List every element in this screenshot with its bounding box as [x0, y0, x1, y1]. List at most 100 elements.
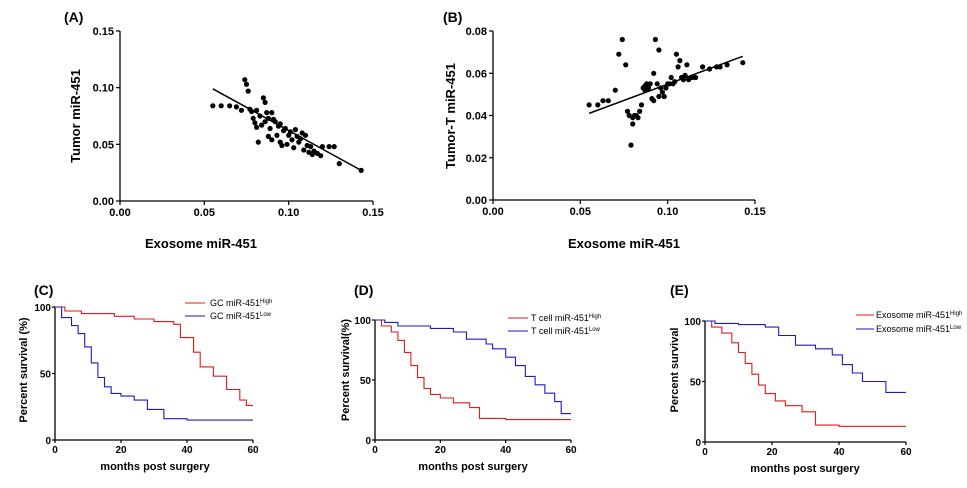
legend-superscript: High [589, 314, 601, 320]
legend-superscript: Low [589, 327, 601, 333]
data-point [269, 137, 275, 143]
data-point [243, 81, 250, 87]
data-point [624, 108, 631, 114]
data-point [616, 51, 622, 57]
data-point [255, 139, 261, 145]
data-point [331, 144, 337, 150]
regression-line [588, 55, 744, 115]
legend-entry: Exosome miR-451High [876, 310, 962, 320]
x-axis-title: months post surgery [100, 461, 210, 473]
x-tick-label: 60 [565, 445, 577, 456]
y-axis-title: Percent survival [669, 328, 681, 413]
x-tick-label: 40 [833, 447, 845, 458]
data-point [724, 62, 730, 68]
data-point [693, 74, 699, 81]
data-point [600, 98, 606, 104]
data-point [647, 81, 653, 87]
data-point [308, 144, 314, 150]
y-axis-title: Percent survival(%) [340, 319, 352, 421]
data-point [291, 145, 297, 151]
y-tick-label: 0.00 [93, 196, 114, 208]
x-tick-label: 40 [181, 445, 193, 456]
data-point [605, 98, 611, 104]
legend-superscript: Low [260, 312, 272, 318]
survival-curve-high [705, 320, 906, 427]
chart-panel-B: (B) 0.00 0.02 0.04 0.06 0.08 0.00 0.05 0.10 0.15 E… [443, 9, 766, 251]
data-point [301, 147, 307, 153]
x-tick-label: 0.10 [657, 206, 678, 218]
x-tick-label: 0.10 [278, 207, 299, 219]
legend-entry: GC miR-451Low [210, 311, 272, 321]
legend-entry: T cell miR-451Low [531, 326, 601, 336]
y-tick-label: 0 [695, 438, 701, 449]
survival-curve-high [55, 306, 253, 406]
y-tick-label: 50 [690, 378, 702, 389]
data-point [645, 85, 652, 91]
data-point [302, 132, 309, 138]
panel-label: (B) [443, 9, 462, 25]
chart-panel-D: (D) 0 50 100 0 20 40 60 months post surgery Perce… [340, 282, 601, 473]
data-point [623, 62, 629, 68]
y-tick-label: 0 [365, 436, 371, 447]
x-tick-label: 0 [702, 447, 708, 458]
x-tick-label: 0.00 [482, 206, 503, 218]
data-point [245, 88, 251, 94]
x-tick-label: 60 [900, 447, 912, 458]
y-tick-label: 0.04 [466, 111, 488, 123]
panel-label: (D) [354, 282, 373, 298]
legend-entry: T cell miR-451High [531, 313, 601, 323]
data-point [619, 36, 625, 43]
x-tick-label: 0.05 [570, 206, 591, 218]
data-point [595, 102, 601, 108]
data-point [289, 137, 295, 143]
data-point [274, 132, 280, 138]
data-point [630, 121, 636, 127]
data-point [292, 127, 298, 133]
legend-name: GC miR-451 [210, 298, 260, 308]
data-point [250, 115, 256, 121]
data-point [238, 107, 244, 113]
panel-label: (E) [670, 282, 689, 298]
survival-curve-low [375, 319, 571, 415]
data-point [656, 47, 662, 53]
data-point [318, 153, 324, 159]
x-tick-label: 0.15 [744, 206, 765, 218]
data-point [700, 64, 706, 70]
data-point [242, 77, 248, 83]
legend-name: T cell miR-451 [531, 313, 589, 323]
x-tick-label: 40 [500, 445, 512, 456]
data-point [269, 110, 275, 116]
legend-name: T cell miR-451 [531, 326, 589, 336]
legend-name: GC miR-451 [210, 311, 260, 321]
y-tick-label: 0 [45, 436, 51, 447]
legend-entry: Exosome miR-451Low [876, 324, 962, 334]
data-point [264, 110, 270, 116]
data-point [659, 89, 666, 95]
data-point [663, 85, 669, 91]
y-tick-label: 0.02 [466, 153, 487, 165]
y-axis-title: Percent survival (%) [18, 317, 30, 422]
x-axis-title: Exosome miR-451 [568, 236, 680, 251]
chart-panel-C: (C) 0 50 100 0 20 40 60 months post surgery Perce… [18, 282, 272, 473]
data-point [673, 51, 680, 57]
data-point [279, 142, 285, 149]
x-tick-label: 20 [766, 447, 778, 458]
survival-curve-low [705, 320, 906, 393]
y-tick-label: 100 [34, 303, 51, 314]
x-axis-title: months post surgery [750, 463, 860, 475]
chart-panel-A: (A) 0.00 0.05 0.10 0.15 0.00 0.05 0.10 0.15 Exoso… [64, 9, 384, 251]
legend-superscript: High [950, 311, 962, 317]
data-point [233, 104, 239, 110]
panel-label: (A) [64, 9, 83, 25]
data-point [284, 141, 290, 147]
data-point [210, 103, 216, 109]
y-tick-label: 100 [684, 317, 701, 328]
legend-entry: GC miR-451High [210, 298, 272, 308]
x-tick-label: 0 [372, 445, 378, 456]
data-point [336, 161, 342, 167]
x-tick-label: 20 [435, 445, 447, 456]
x-axis-title: Exosome miR-451 [145, 236, 257, 251]
data-point [254, 124, 260, 130]
data-point [612, 87, 618, 93]
